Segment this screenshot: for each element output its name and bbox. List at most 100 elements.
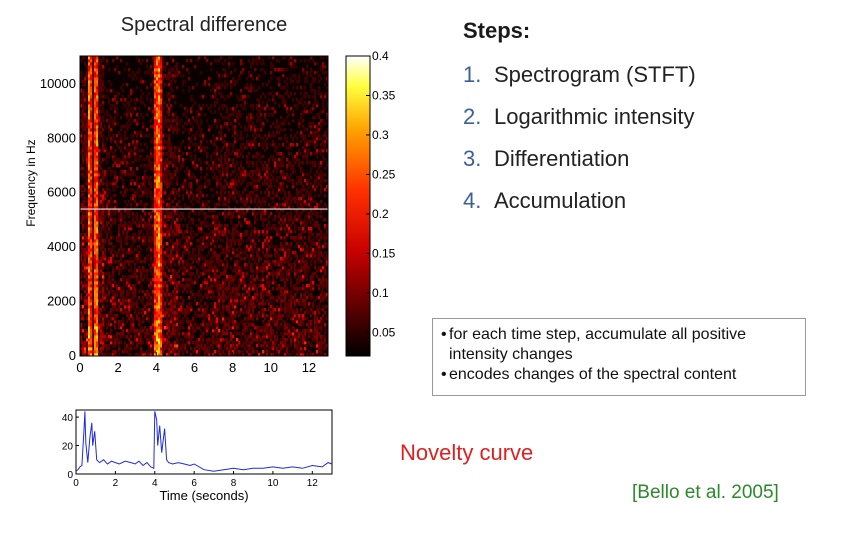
spectrogram-cell (250, 269, 253, 273)
spectrogram-cell (100, 80, 103, 84)
spectrogram-cell (208, 83, 211, 87)
spectrogram-cell (262, 83, 265, 87)
spectrogram-cell (150, 224, 153, 228)
spectrogram-cell (92, 185, 95, 189)
spectrogram-cell (92, 89, 95, 93)
spectrogram-cell (182, 341, 185, 345)
spectrogram-cell (250, 89, 253, 93)
spectrogram-cell (244, 326, 247, 330)
spectrogram-cell (200, 299, 203, 303)
spectrogram-cell (174, 320, 177, 324)
spectrogram-cell (250, 353, 253, 357)
spectrogram-cell (184, 185, 187, 189)
spectrogram-cell (206, 200, 209, 204)
spectrogram-cell (94, 131, 97, 135)
spectrogram-cell (262, 320, 265, 324)
spectrogram-cell (94, 152, 97, 156)
spectrogram-cell (102, 257, 105, 261)
spectrogram-cell (100, 293, 103, 297)
spectrogram-cell (160, 308, 163, 312)
spectrogram-cell (232, 299, 235, 303)
spectrogram-cell (236, 338, 239, 342)
spectrogram-cell (102, 89, 105, 93)
spectrogram-cell (224, 179, 227, 183)
spectrogram-cell (170, 83, 173, 87)
spectrogram-cell (116, 164, 119, 168)
spectrogram-cell (116, 122, 119, 126)
spectrogram-cell (144, 332, 147, 336)
spectrogram-cell (96, 167, 99, 171)
spectrogram-cell (164, 74, 167, 78)
spectrogram-cell (170, 119, 173, 123)
spectrogram-cell (242, 179, 245, 183)
spectrogram-cell (204, 212, 207, 216)
spectrogram-cell (82, 80, 85, 84)
spectrogram-cell (242, 98, 245, 102)
spectrogram-cell (232, 212, 235, 216)
spectrogram-cell (94, 320, 97, 324)
spectrogram-cell (170, 122, 173, 126)
spectrogram-cell (114, 350, 117, 354)
spectrogram-cell (256, 272, 259, 276)
spectrogram-cell (266, 167, 269, 171)
spectrogram-cell (152, 317, 155, 321)
spectrogram-cell (178, 302, 181, 306)
spectrogram-cell (130, 236, 133, 240)
spectrogram-cell (162, 329, 165, 333)
spectrogram-cell (208, 287, 211, 291)
spectrogram-cell (136, 278, 139, 282)
spectrogram-cell (204, 308, 207, 312)
spectrogram-cell (100, 284, 103, 288)
spectrogram-cell (168, 269, 171, 273)
spectrogram-cell (264, 269, 267, 273)
spectrogram-cell (230, 290, 233, 294)
spectrogram-cell (88, 230, 91, 234)
spectrogram-cell (158, 326, 161, 330)
spectrogram-cell (230, 83, 233, 87)
spectrogram-cell (238, 170, 241, 174)
spectrogram-cell (90, 59, 93, 63)
spectrogram-cell (244, 281, 247, 285)
spectrogram-cell (204, 344, 207, 348)
spectrogram-cell (188, 305, 191, 309)
spectrogram-cell (110, 263, 113, 267)
spectrogram-cell (146, 275, 149, 279)
spectrogram-cell (248, 293, 251, 297)
spectrogram-cell (158, 191, 161, 195)
spectrogram-cell (140, 320, 143, 324)
spectrogram-cell (156, 71, 159, 75)
spectrogram-cell (254, 236, 257, 240)
spectrogram-cell (156, 233, 159, 237)
spectrogram-cell (132, 110, 135, 114)
spectrogram-cell (214, 266, 217, 270)
spectrogram-cell (90, 293, 93, 297)
spectrogram-cell (82, 110, 85, 114)
spectrogram-cell (252, 269, 255, 273)
spectrogram-cell (154, 152, 157, 156)
spectrogram-cell (90, 122, 93, 126)
spectrogram-cell (158, 128, 161, 132)
spectrogram-cell (180, 164, 183, 168)
spectrogram-cell (82, 125, 85, 129)
spectrogram-cell (116, 332, 119, 336)
spectrogram-cell (88, 266, 91, 270)
spectrogram-cell (174, 197, 177, 201)
spectrogram-cell (258, 284, 261, 288)
spectrogram-cell (132, 71, 135, 75)
spectrogram-cell (102, 191, 105, 195)
spectrogram-cell (210, 287, 213, 291)
spectrogram-cell (168, 212, 171, 216)
spectrogram-cell (206, 311, 209, 315)
spectrogram-cell (242, 173, 245, 177)
spectrogram-cell (128, 74, 131, 78)
spectrogram-cell (94, 62, 97, 66)
spectrogram-cell (146, 134, 149, 138)
spectrogram-cell (262, 197, 265, 201)
spectrogram-cell (260, 284, 263, 288)
spectrogram-cell (148, 269, 151, 273)
spectrogram-cell (230, 257, 233, 261)
spectrogram-cell (138, 236, 141, 240)
spectrogram-cell (250, 104, 253, 108)
spectrogram-cell (264, 329, 267, 333)
spectrogram-cell (266, 164, 269, 168)
